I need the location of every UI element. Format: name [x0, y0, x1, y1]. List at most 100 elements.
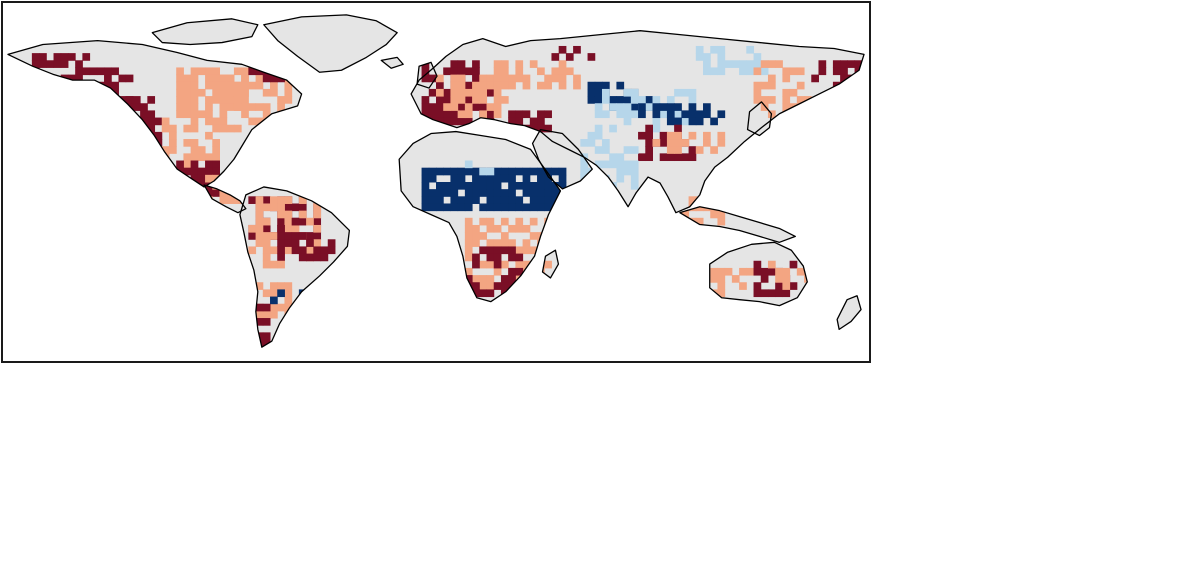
grid-cell [450, 81, 459, 90]
grid-cell [616, 81, 625, 90]
grid-cell [219, 196, 228, 204]
grid-cell [450, 110, 459, 119]
grid-cell [262, 110, 271, 119]
grid-cell [479, 81, 488, 90]
grid-cell [537, 246, 545, 255]
grid-cell [31, 60, 40, 68]
grid-cell [75, 67, 83, 76]
grid-cell [89, 67, 98, 76]
grid-cell [486, 174, 495, 183]
grid-cell [255, 117, 264, 126]
grid-cell [840, 67, 848, 76]
grid-cell [450, 203, 459, 212]
grid-cell [544, 81, 552, 90]
grid-cell [594, 81, 603, 90]
grid-cell [255, 224, 264, 233]
grid-cell [703, 139, 711, 147]
grid-cell [183, 74, 192, 83]
grid-cell [472, 239, 480, 247]
grid-cell [688, 131, 697, 140]
grid-cell [565, 67, 574, 76]
grid-cell [421, 167, 430, 176]
grid-cell [522, 260, 531, 269]
grid-cell [789, 282, 798, 290]
grid-cell [464, 224, 473, 233]
grid-cell [508, 196, 516, 204]
grid-cell [703, 67, 711, 76]
grid-cell [255, 210, 264, 219]
grid-cell [558, 45, 567, 54]
grid-cell [104, 110, 112, 119]
grid-cell [601, 146, 610, 154]
grid-cell [479, 167, 488, 176]
grid-cell [537, 203, 545, 212]
grid-cell [197, 88, 206, 97]
grid-cell [270, 74, 278, 83]
grid-cell [464, 246, 473, 255]
grid-cell [183, 124, 192, 133]
grid-cell [645, 103, 653, 111]
grid-cell [219, 103, 228, 111]
grid-cell [464, 289, 473, 298]
grid-cell [529, 182, 538, 190]
grid-cell [270, 246, 278, 255]
grid-cell [284, 124, 293, 133]
grid-cell [226, 96, 235, 104]
grid-cell [710, 67, 718, 76]
grid-cell [760, 60, 769, 68]
grid-cell [233, 174, 242, 183]
grid-cell [479, 282, 488, 290]
grid-cell [262, 224, 271, 233]
grid-cell [717, 45, 726, 54]
grid-cell [176, 182, 184, 190]
grid-cell [421, 189, 430, 197]
coastline-greenland [263, 14, 398, 73]
grid-cell [262, 196, 271, 204]
grid-cell [197, 110, 206, 119]
grid-cell [421, 110, 430, 119]
grid-cell [464, 203, 473, 212]
grid-cell [248, 81, 257, 90]
grid-cell [782, 67, 791, 76]
grid-cell [486, 253, 495, 262]
grid-cell [609, 153, 617, 162]
grid-cell [479, 232, 488, 240]
grid-cell [436, 110, 444, 119]
grid-cell [515, 167, 524, 176]
grid-cell [82, 53, 91, 61]
grid-cell [493, 189, 502, 197]
grid-cell [847, 60, 856, 68]
grid-cell [652, 103, 661, 111]
grid-cell [298, 253, 307, 262]
grid-cell [522, 174, 531, 183]
grid-cell [443, 103, 451, 111]
grid-cell [248, 196, 257, 204]
grid-cell [674, 110, 682, 119]
grid-cell [666, 131, 675, 140]
grid-cell [760, 267, 769, 276]
grid-cell [594, 160, 603, 169]
grid-cell [428, 189, 437, 197]
grid-cell [270, 282, 278, 290]
grid-cell [537, 67, 545, 76]
grid-cell [796, 67, 805, 76]
grid-cell [205, 153, 213, 162]
grid-cell [212, 67, 220, 76]
grid-cell [262, 217, 271, 226]
grid-cell [659, 153, 668, 162]
grid-cell [270, 260, 278, 269]
grid-cell [313, 217, 322, 226]
grid-cell [544, 189, 552, 197]
grid-cell [443, 88, 451, 97]
grid-cell [515, 117, 524, 126]
grid-cell [623, 146, 632, 154]
grid-cell [500, 189, 509, 197]
grid-cell [226, 174, 235, 183]
grid-cell [436, 196, 444, 204]
grid-cell [638, 110, 646, 119]
grid-cell [436, 167, 444, 176]
grid-cell [472, 260, 480, 269]
grid-cell [96, 67, 105, 76]
grid-cell [630, 110, 639, 119]
grid-cell [67, 53, 76, 61]
